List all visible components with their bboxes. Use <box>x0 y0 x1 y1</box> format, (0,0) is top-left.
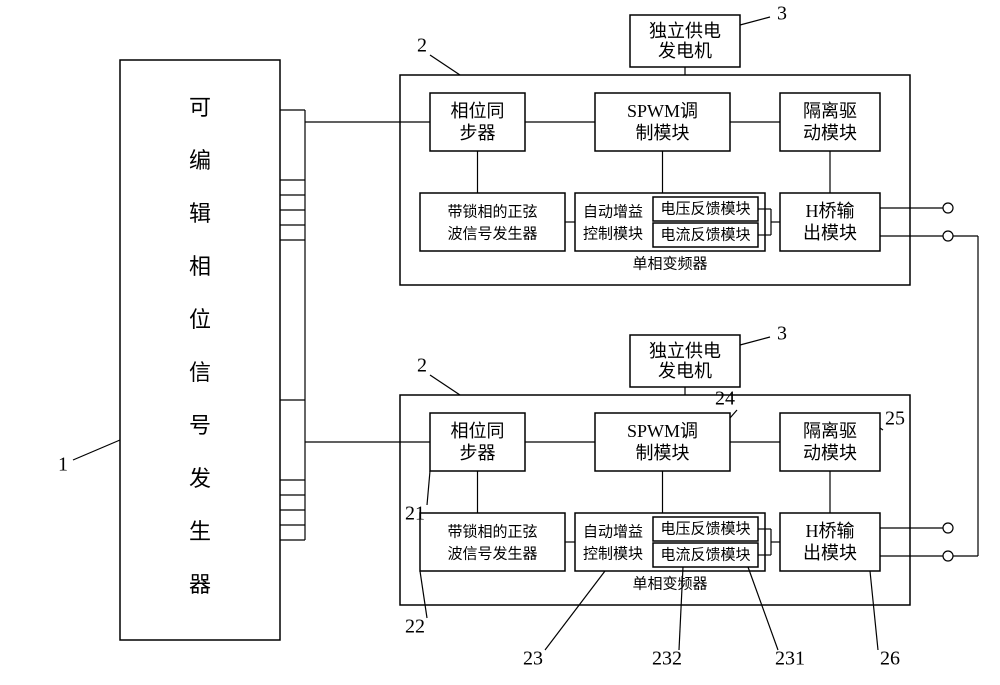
supply-l1: 独立供电 <box>649 341 721 361</box>
svg-text:单相变频器: 单相变频器 <box>632 575 707 592</box>
supply-l2: 发电机 <box>658 361 712 381</box>
svg-text:3: 3 <box>777 323 787 345</box>
svg-text:隔离驱: 隔离驱 <box>803 421 857 441</box>
svg-text:器: 器 <box>189 572 211 597</box>
svg-text:波信号发生器: 波信号发生器 <box>447 225 537 242</box>
svg-text:相位同: 相位同 <box>451 101 505 121</box>
svg-text:H桥输: H桥输 <box>806 521 855 541</box>
svg-text:波信号发生器: 波信号发生器 <box>447 545 537 562</box>
block-diagram: 可编辑相位信号发生器 1 独立供电发电机32相位同步器SPWM调制模块隔离驱动模… <box>0 0 1000 685</box>
svg-text:编: 编 <box>189 148 211 173</box>
converter-group-top: 独立供电发电机 3 2 相位同步器 SPWM调制模块 隔离驱动模块带锁相的正弦波信号发生器… <box>305 3 953 285</box>
svg-text:带锁相的正弦: 带锁相的正弦 <box>447 203 537 220</box>
svg-text:动模块: 动模块 <box>803 123 857 143</box>
svg-text:单相变频器: 单相变频器 <box>632 255 707 272</box>
svg-text:3: 3 <box>777 3 787 25</box>
supply-l1: 独立供电 <box>649 21 721 41</box>
svg-text:生: 生 <box>189 519 211 544</box>
svg-text:相位同: 相位同 <box>451 421 505 441</box>
svg-text:带锁相的正弦: 带锁相的正弦 <box>447 523 537 540</box>
svg-text:23: 23 <box>523 648 543 670</box>
svg-text:22: 22 <box>405 616 425 638</box>
svg-text:24: 24 <box>715 388 735 410</box>
svg-text:电压反馈模块: 电压反馈模块 <box>660 520 750 537</box>
svg-text:25: 25 <box>885 408 905 430</box>
output-bus <box>953 236 978 556</box>
svg-text:2: 2 <box>417 35 427 57</box>
svg-text:步器: 步器 <box>460 443 496 463</box>
svg-text:动模块: 动模块 <box>803 443 857 463</box>
svg-text:控制模块: 控制模块 <box>583 225 643 242</box>
svg-text:相: 相 <box>189 254 211 279</box>
svg-text:232: 232 <box>652 648 682 670</box>
main-generator-box <box>120 60 280 640</box>
svg-text:2: 2 <box>417 355 427 377</box>
svg-text:位: 位 <box>189 307 211 332</box>
svg-text:26: 26 <box>880 648 900 670</box>
svg-text:隔离驱: 隔离驱 <box>803 101 857 121</box>
leader-1 <box>73 440 120 460</box>
svg-text:发: 发 <box>189 466 211 491</box>
svg-text:辑: 辑 <box>189 201 211 226</box>
svg-text:自动增益: 自动增益 <box>583 523 643 540</box>
svg-text:电流反馈模块: 电流反馈模块 <box>660 226 750 243</box>
svg-text:制模块: 制模块 <box>636 443 690 463</box>
svg-text:电流反馈模块: 电流反馈模块 <box>660 546 750 563</box>
svg-text:步器: 步器 <box>460 123 496 143</box>
svg-text:控制模块: 控制模块 <box>583 545 643 562</box>
svg-text:出模块: 出模块 <box>803 223 857 243</box>
svg-text:自动增益: 自动增益 <box>583 203 643 220</box>
svg-text:可: 可 <box>189 95 211 120</box>
bus-lines <box>280 110 305 540</box>
svg-text:电压反馈模块: 电压反馈模块 <box>660 200 750 217</box>
svg-text:SPWM调: SPWM调 <box>627 421 698 441</box>
svg-text:21: 21 <box>405 503 425 525</box>
svg-text:信: 信 <box>189 360 211 385</box>
supply-l2: 发电机 <box>658 41 712 61</box>
svg-text:SPWM调: SPWM调 <box>627 101 698 121</box>
converter-group-bottom: 独立供电发电机 3 2 相位同步器 SPWM调制模块 隔离驱动模块带锁相的正弦波信号发生器… <box>305 323 953 670</box>
svg-text:制模块: 制模块 <box>636 123 690 143</box>
svg-text:231: 231 <box>775 648 805 670</box>
ref-1: 1 <box>58 454 68 476</box>
svg-text:H桥输: H桥输 <box>806 201 855 221</box>
svg-text:出模块: 出模块 <box>803 543 857 563</box>
main-generator-label: 可编辑相位信号发生器 <box>189 95 211 597</box>
svg-text:号: 号 <box>189 413 211 438</box>
